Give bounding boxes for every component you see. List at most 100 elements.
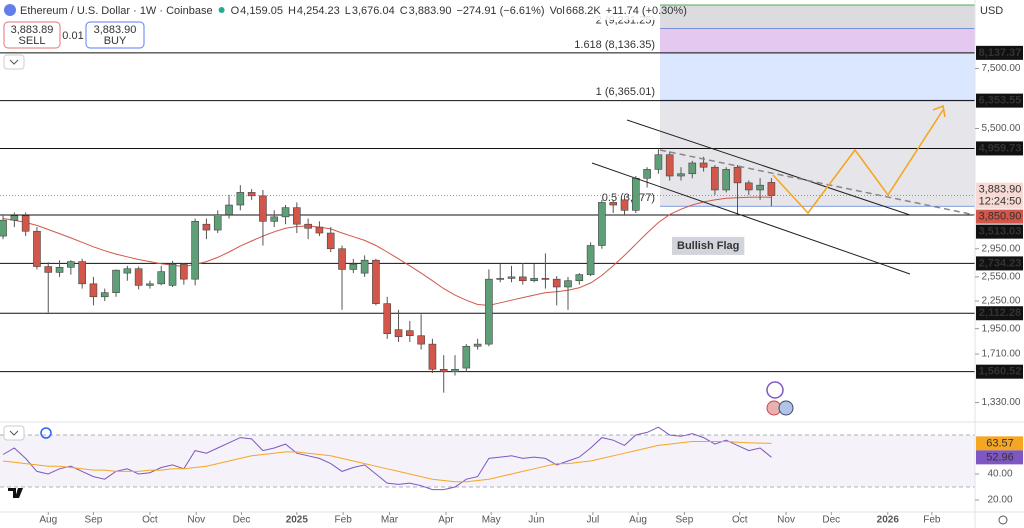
candle-body xyxy=(372,259,380,304)
candle-body xyxy=(123,268,132,274)
x-tick-label: Dec xyxy=(233,515,251,526)
level-tag-label: 8,137.37 xyxy=(979,47,1022,59)
candle-body xyxy=(213,214,222,231)
background-layer: 2 (9,231.25)1.618 (8,136.35)1 (6,365.01)… xyxy=(0,4,975,488)
event-icon[interactable] xyxy=(778,400,794,416)
x-tick-label: Nov xyxy=(187,515,205,526)
ohlc-value: 3,883.90 xyxy=(409,5,452,17)
annotation-layer: Bullish Flag xyxy=(3,54,976,498)
ohlc-key: L xyxy=(345,5,351,17)
pattern-label-bg xyxy=(672,236,745,255)
candle-body xyxy=(507,276,516,279)
level-tag xyxy=(976,93,1023,108)
countdown: 12:24:50 xyxy=(979,196,1022,208)
candle-body xyxy=(530,278,538,281)
ohlc-key: C xyxy=(400,5,408,17)
candle-body xyxy=(620,199,629,211)
candle-body xyxy=(711,166,719,191)
channel-upper xyxy=(626,119,911,216)
candle-body xyxy=(473,343,482,347)
candle-body xyxy=(55,266,64,273)
fib-region xyxy=(660,52,975,101)
y-tick-label: 2,550.00 xyxy=(982,272,1021,283)
x-tick-label: Oct xyxy=(732,515,748,526)
settings-icon[interactable] xyxy=(998,515,1008,525)
level-tag xyxy=(976,256,1023,271)
collapse-button[interactable] xyxy=(3,425,25,441)
candle-body xyxy=(360,259,369,274)
pattern-label: Bullish Flag xyxy=(677,240,739,252)
ma-tag xyxy=(976,209,1023,224)
header-bg xyxy=(0,0,660,20)
candle-body xyxy=(191,221,199,280)
volume: 668.2K xyxy=(566,5,602,17)
candle-body xyxy=(586,245,595,275)
candle-body xyxy=(33,230,41,267)
candle-body xyxy=(315,226,324,234)
x-tick-label: Jun xyxy=(528,515,544,526)
candle-body xyxy=(134,268,143,286)
event-icon[interactable] xyxy=(766,381,784,399)
rsi-line xyxy=(3,441,772,483)
candle-body xyxy=(304,223,312,229)
ohlc-key: O xyxy=(231,5,240,17)
rsi-tag-label: 52.96 xyxy=(986,451,1014,463)
candle-body xyxy=(270,216,279,222)
price-tag xyxy=(976,182,1023,209)
candle-body xyxy=(665,154,674,177)
channel-lower xyxy=(591,162,911,275)
level-tag-label: 6,353.55 xyxy=(979,95,1022,107)
spread: 0.01 xyxy=(62,30,83,42)
candle-body xyxy=(496,278,505,280)
rsi-tag xyxy=(976,450,1023,465)
candle-body xyxy=(575,274,584,281)
candle-body xyxy=(168,264,177,286)
collapse-icon xyxy=(9,59,19,65)
x-tick-label: Aug xyxy=(629,515,647,526)
candle-body xyxy=(247,192,256,197)
projection-arrowhead xyxy=(932,104,946,118)
fib-region xyxy=(660,28,975,53)
level-tag xyxy=(976,224,1023,239)
collapse-button[interactable] xyxy=(3,54,25,70)
buy-button[interactable] xyxy=(85,21,145,49)
level-tag xyxy=(976,306,1023,321)
candle-body xyxy=(326,232,335,250)
candle-body xyxy=(767,182,776,196)
ma-tag-label: 3,850.90 xyxy=(979,211,1022,223)
x-tick-label: May xyxy=(482,515,501,526)
buy-price: 3,883.90 xyxy=(94,24,137,36)
price-tag-label: 3,883.90 xyxy=(979,184,1022,196)
candle-body xyxy=(180,264,188,280)
chart-title: Ethereum / U.S. Dollar · 1W · Coinbase xyxy=(20,5,213,17)
sell-button[interactable] xyxy=(3,21,61,49)
status-dot xyxy=(218,7,225,13)
x-tick-label: Mar xyxy=(381,515,399,526)
candle-body xyxy=(462,345,471,369)
fib-label: 0.5 (3,677) xyxy=(602,192,655,204)
fib-label: 1.618 (8,136.35) xyxy=(574,39,655,51)
candle-body xyxy=(67,261,75,268)
trend-dashed xyxy=(659,149,976,216)
fib-region xyxy=(660,100,975,207)
candle-body xyxy=(236,192,245,206)
y-tick-label: 5,500.00 xyxy=(982,123,1021,134)
candle-body xyxy=(564,280,572,288)
level-tag-label: 2,112.28 xyxy=(979,307,1021,319)
candle-body xyxy=(417,335,425,345)
sell-price: 3,883.89 xyxy=(11,24,54,36)
rsi-tag xyxy=(976,436,1023,451)
candle-body xyxy=(21,215,30,232)
symbol-icon xyxy=(4,4,16,16)
indicator-icon[interactable] xyxy=(40,427,52,439)
candle-body xyxy=(688,162,697,175)
candle-body xyxy=(699,162,708,168)
candle-body xyxy=(78,261,86,285)
candle-body xyxy=(744,182,753,191)
candle-body xyxy=(281,207,290,218)
candle-body xyxy=(259,195,267,222)
ohlc-value: 4,254.23 xyxy=(297,5,340,17)
candle-body xyxy=(0,219,7,237)
candle-body xyxy=(451,368,459,373)
